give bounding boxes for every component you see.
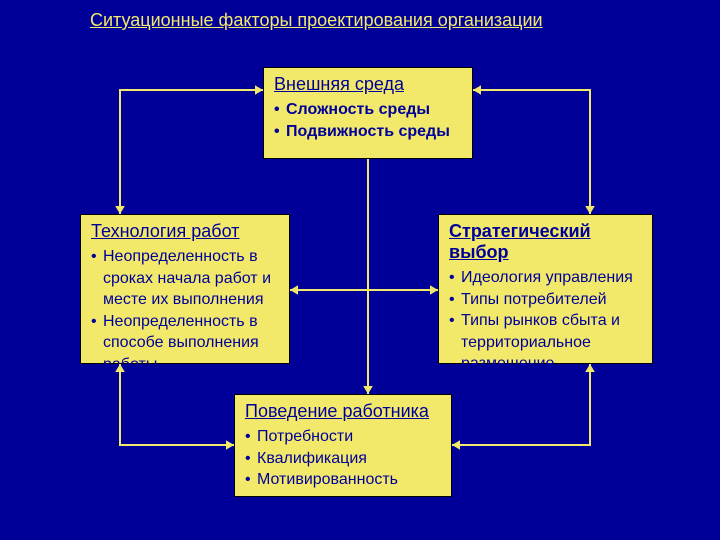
item-text: Мотивированность — [257, 469, 398, 491]
item-text: Неопределенность в способе выполнения ра… — [103, 311, 279, 376]
bullet-icon: • — [449, 310, 461, 396]
box-bottom-item: •Потребности — [245, 426, 441, 448]
item-text: Типы рынков сбыта и территориальное разм… — [461, 310, 642, 396]
box-top: Внешняя среда •Сложность среды•Подвижнос… — [263, 67, 473, 159]
bullet-icon: • — [245, 426, 257, 448]
box-right-item: •Идеология управления — [449, 267, 642, 289]
item-text: Потребности — [257, 426, 353, 448]
item-text: Идеология управления — [461, 267, 633, 289]
box-left-item: •Неопределенность в способе выполнения р… — [91, 311, 279, 376]
bullet-icon: • — [91, 246, 103, 311]
box-left-title: Технология работ — [91, 221, 279, 242]
bullet-icon: • — [91, 311, 103, 376]
box-top-item: •Подвижность среды — [274, 121, 462, 143]
box-bottom-item: •Мотивированность — [245, 469, 441, 491]
box-bottom-item: •Квалификация — [245, 448, 441, 470]
bullet-icon: • — [449, 267, 461, 289]
item-text: Подвижность среды — [286, 121, 450, 143]
item-text: Сложность среды — [286, 99, 430, 121]
box-top-item: •Сложность среды — [274, 99, 462, 121]
box-right: Стратегический выбор •Идеология управлен… — [438, 214, 653, 364]
page-title: Ситуационные факторы проектирования орга… — [90, 10, 543, 31]
box-bottom: Поведение работника •Потребности•Квалифи… — [234, 394, 452, 497]
bullet-icon: • — [449, 289, 461, 311]
bullet-icon: • — [245, 448, 257, 470]
box-top-title: Внешняя среда — [274, 74, 462, 95]
bullet-icon: • — [274, 99, 286, 121]
box-right-item: •Типы рынков сбыта и территориальное раз… — [449, 310, 642, 396]
box-left: Технология работ •Неопределенность в сро… — [80, 214, 290, 364]
item-text: Квалификация — [257, 448, 367, 470]
box-right-title: Стратегический выбор — [449, 221, 642, 263]
box-bottom-title: Поведение работника — [245, 401, 441, 422]
box-right-item: •Типы потребителей — [449, 289, 642, 311]
item-text: Типы потребителей — [461, 289, 607, 311]
box-left-item: •Неопределенность в сроках начала работ … — [91, 246, 279, 311]
bullet-icon: • — [245, 469, 257, 491]
item-text: Неопределенность в сроках начала работ и… — [103, 246, 279, 311]
bullet-icon: • — [274, 121, 286, 143]
